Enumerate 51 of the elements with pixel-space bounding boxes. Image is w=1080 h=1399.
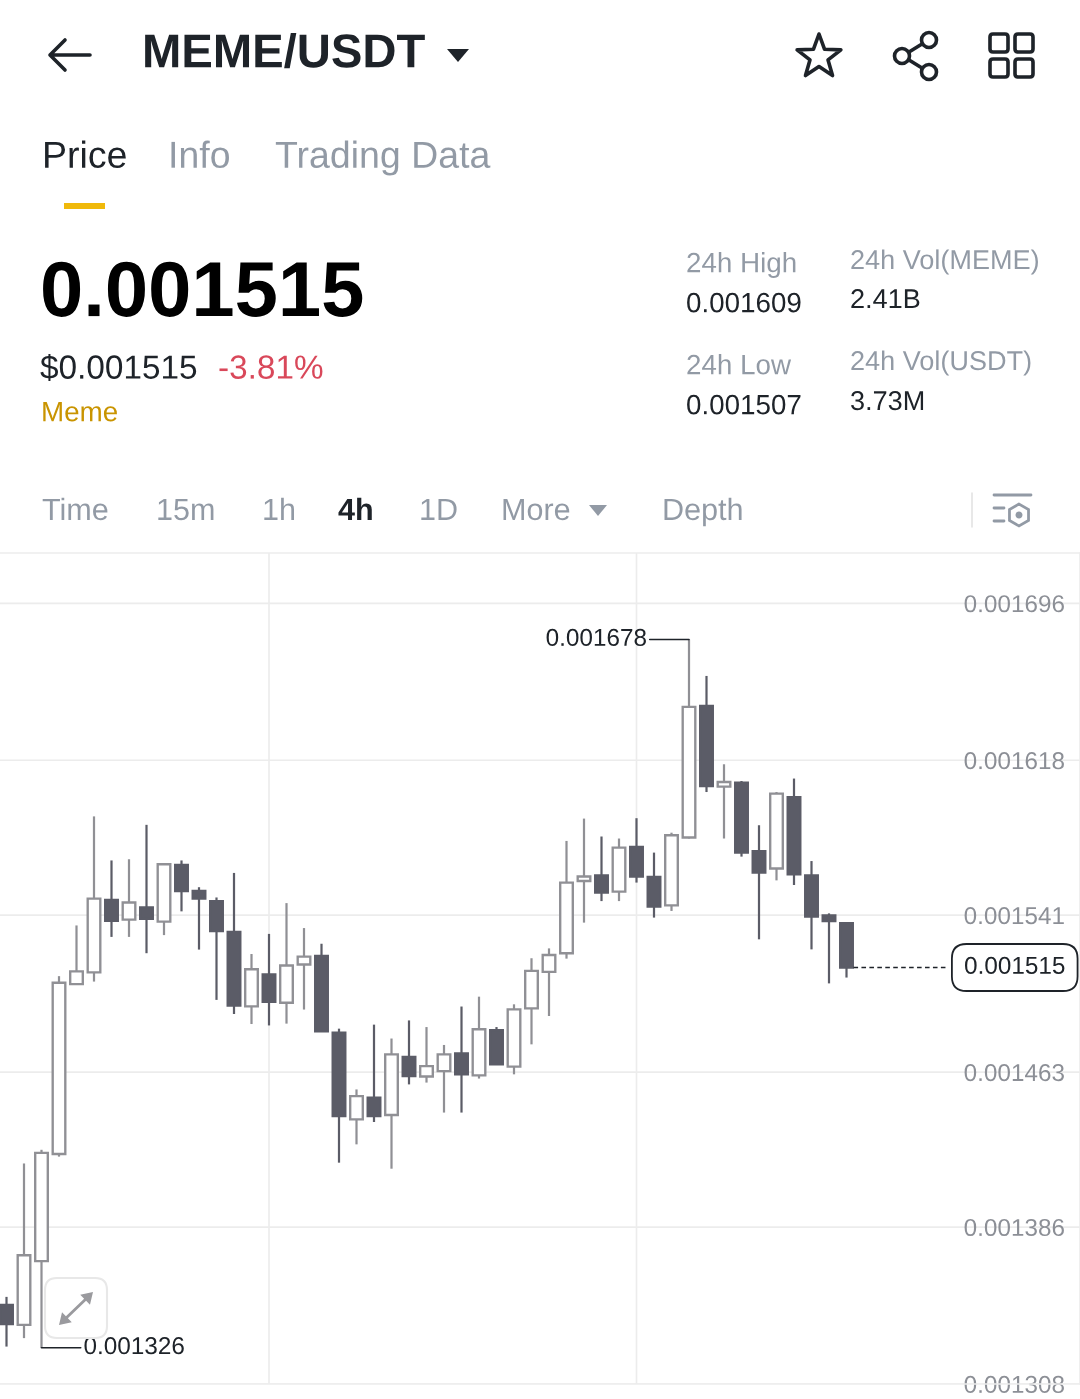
text: Price — [45, 140, 126, 169]
y-tick-label: 0.001541 — [964, 907, 1064, 925]
candlestick — [69, 924, 84, 986]
annotation: 0.001678 — [546, 628, 646, 647]
candlestick — [139, 823, 154, 955]
ref-line-label: 0.001515 — [965, 956, 1065, 975]
text: 24h High — [687, 252, 796, 278]
y-tick-label: 0.001696 — [964, 595, 1064, 613]
text: More — [503, 498, 570, 521]
candlestick — [436, 1043, 452, 1114]
candlestick — [121, 858, 137, 939]
candlestick — [716, 763, 732, 840]
candlestick — [419, 1025, 434, 1084]
text: $0.001515 — [40, 353, 197, 381]
text: 2.41B — [851, 289, 920, 308]
candlestick — [541, 947, 557, 1018]
chart-title: MEME/USDT — [145, 32, 425, 69]
text: Depth — [664, 497, 742, 527]
text: 0.001507 — [687, 394, 801, 415]
text: 1D — [421, 498, 457, 520]
text: 24h Vol(MEME) — [851, 249, 1038, 275]
text: 0.001609 — [687, 292, 801, 313]
candlestick — [821, 912, 837, 985]
candlestick — [576, 817, 592, 924]
y-tick-label: 0.001386 — [964, 1218, 1064, 1237]
text: 0.001515 — [43, 261, 363, 317]
candlestick — [751, 824, 767, 941]
text: Info — [171, 140, 229, 169]
text: 1h — [264, 497, 294, 520]
candlestick — [0, 1295, 14, 1348]
text: Trading Data — [275, 140, 491, 176]
text: 4h — [338, 497, 372, 520]
candlestick — [191, 886, 207, 951]
annotation: 0.001326 — [84, 1337, 184, 1355]
candlestick — [594, 835, 609, 903]
text: 24h Low — [687, 354, 792, 375]
candlestick — [366, 1023, 382, 1124]
text: -3.81% — [219, 355, 323, 379]
candlestick — [454, 1005, 469, 1114]
text: 3.73M — [851, 391, 924, 411]
text: Time — [42, 497, 108, 521]
text: 24h Vol(USDT) — [851, 350, 1031, 376]
text: Meme — [43, 402, 117, 422]
y-tick-label: 0.001308 — [964, 1375, 1064, 1394]
candlestick — [349, 1088, 364, 1146]
candlestick — [401, 1019, 417, 1086]
text: 15m — [158, 498, 214, 521]
y-tick-label: 0.001463 — [964, 1063, 1064, 1082]
candlestick — [104, 859, 119, 939]
candlestick — [296, 926, 312, 1011]
y-tick-label: 0.001618 — [964, 752, 1064, 770]
